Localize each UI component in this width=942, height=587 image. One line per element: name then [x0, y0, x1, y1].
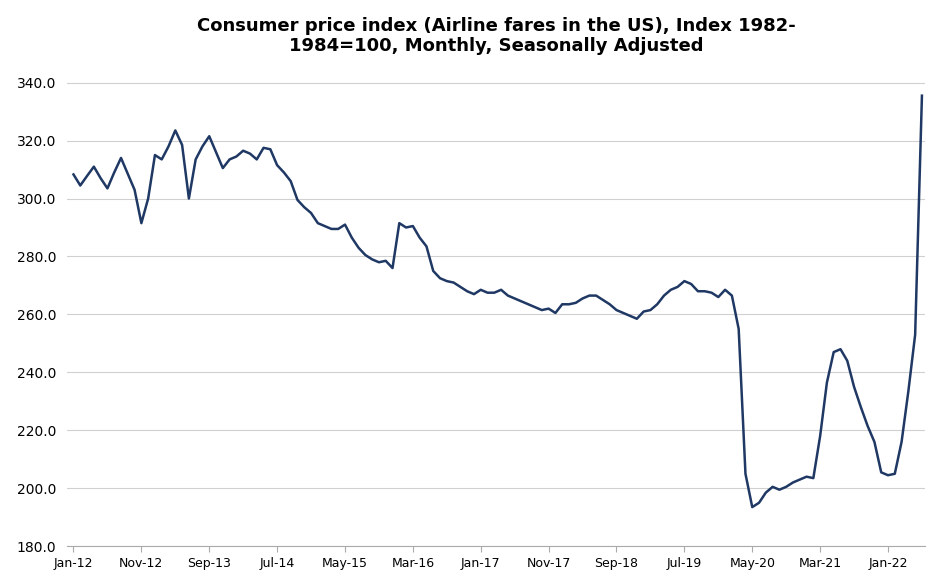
- Title: Consumer price index (Airline fares in the US), Index 1982-
1984=100, Monthly, S: Consumer price index (Airline fares in t…: [197, 16, 795, 55]
